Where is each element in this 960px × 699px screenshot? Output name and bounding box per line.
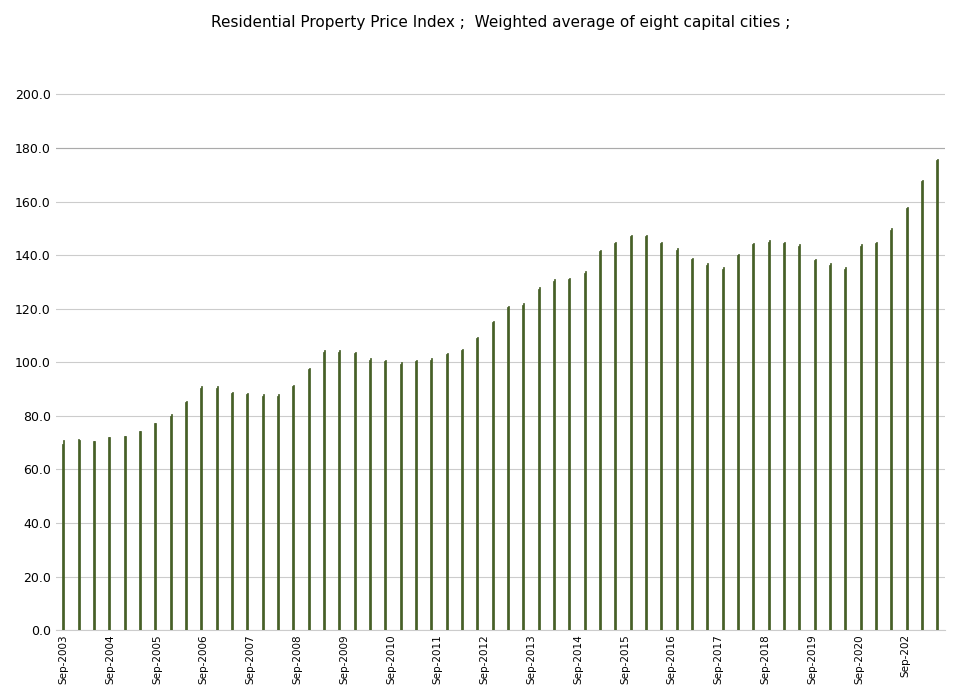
Title: Residential Property Price Index ;  Weighted average of eight capital cities ;: Residential Property Price Index ; Weigh… [210, 15, 790, 30]
